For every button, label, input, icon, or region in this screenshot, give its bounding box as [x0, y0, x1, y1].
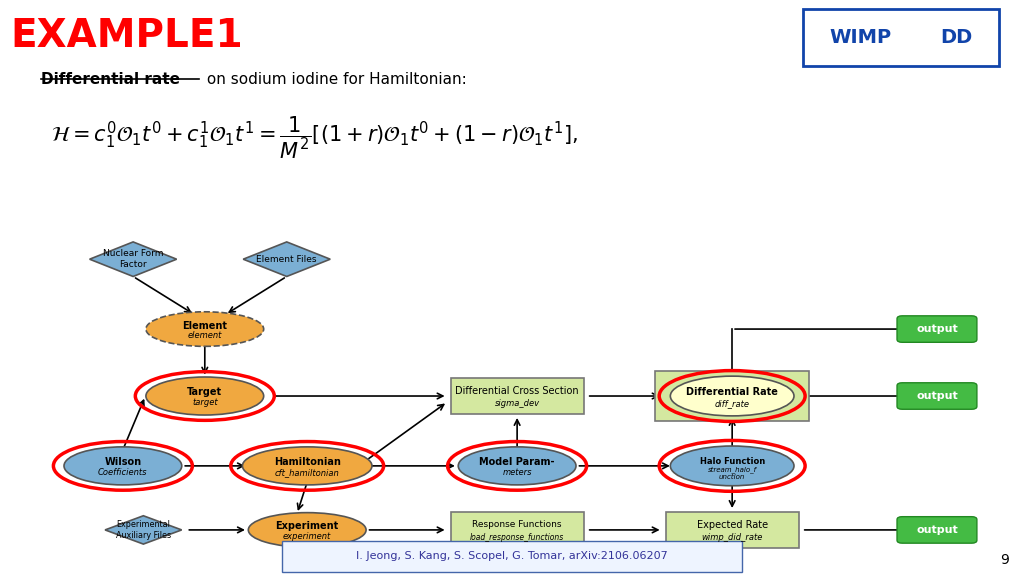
Text: meters: meters	[503, 468, 531, 478]
Text: on sodium iodine for Hamiltonian:: on sodium iodine for Hamiltonian:	[202, 72, 467, 87]
Ellipse shape	[146, 377, 264, 415]
Text: $\mathcal{H} = c_1^0\mathcal{O}_1t^0 + c_1^1\mathcal{O}_1t^1 = \dfrac{1}{M^2}[(1: $\mathcal{H} = c_1^0\mathcal{O}_1t^0 + c…	[51, 115, 579, 161]
Text: Differential Rate: Differential Rate	[686, 387, 778, 397]
Text: cft_hamiltonian: cft_hamiltonian	[274, 468, 340, 478]
Ellipse shape	[63, 447, 182, 485]
Text: wimp_did_rate: wimp_did_rate	[701, 533, 763, 541]
Text: WIMP: WIMP	[829, 28, 892, 47]
FancyBboxPatch shape	[655, 372, 809, 421]
Text: Differential Cross Section: Differential Cross Section	[456, 386, 579, 396]
Text: Element: Element	[182, 321, 227, 331]
Text: Wilson: Wilson	[104, 457, 141, 467]
Text: Halo Function: Halo Function	[699, 457, 765, 467]
Text: sigma_dev: sigma_dev	[495, 399, 540, 408]
FancyBboxPatch shape	[666, 512, 799, 548]
Text: element: element	[187, 331, 222, 340]
Text: Experimental
Auxiliary Files: Experimental Auxiliary Files	[116, 520, 171, 540]
Ellipse shape	[243, 447, 372, 485]
Text: Element Files: Element Files	[256, 255, 317, 264]
Polygon shape	[244, 242, 330, 276]
Ellipse shape	[459, 447, 575, 485]
Text: DD: DD	[941, 28, 973, 47]
Text: output: output	[916, 391, 957, 401]
Text: Response Functions: Response Functions	[472, 520, 562, 529]
FancyBboxPatch shape	[897, 383, 977, 410]
Ellipse shape	[248, 513, 367, 547]
Text: target: target	[191, 399, 218, 407]
Text: output: output	[916, 525, 957, 535]
Text: Differential rate: Differential rate	[41, 72, 180, 87]
FancyBboxPatch shape	[897, 517, 977, 543]
Ellipse shape	[671, 446, 794, 486]
Text: diff_rate: diff_rate	[715, 399, 750, 408]
FancyBboxPatch shape	[451, 378, 584, 414]
Text: Coefficients: Coefficients	[98, 468, 147, 478]
Text: EXAMPLE1: EXAMPLE1	[10, 17, 243, 55]
Text: Experiment: Experiment	[275, 521, 339, 532]
FancyBboxPatch shape	[803, 9, 999, 66]
FancyBboxPatch shape	[451, 512, 584, 548]
Text: stream_halo_f
unction: stream_halo_f unction	[708, 466, 757, 480]
Ellipse shape	[146, 312, 264, 346]
Text: load_response_functions: load_response_functions	[470, 533, 564, 541]
Text: Expected Rate: Expected Rate	[696, 520, 768, 529]
Text: Nuclear Form
Factor: Nuclear Form Factor	[102, 249, 164, 269]
Ellipse shape	[671, 376, 794, 416]
Polygon shape	[105, 516, 181, 544]
FancyBboxPatch shape	[897, 316, 977, 342]
Text: 9: 9	[999, 554, 1009, 567]
Polygon shape	[90, 242, 177, 276]
Text: Model Param-: Model Param-	[479, 457, 555, 467]
Text: experiment: experiment	[283, 532, 332, 541]
Text: Target: Target	[187, 387, 222, 397]
FancyBboxPatch shape	[282, 541, 742, 572]
Text: Hamiltonian: Hamiltonian	[273, 457, 341, 467]
Text: output: output	[916, 324, 957, 334]
Text: I. Jeong, S. Kang, S. Scopel, G. Tomar, arXiv:2106.06207: I. Jeong, S. Kang, S. Scopel, G. Tomar, …	[356, 551, 668, 562]
